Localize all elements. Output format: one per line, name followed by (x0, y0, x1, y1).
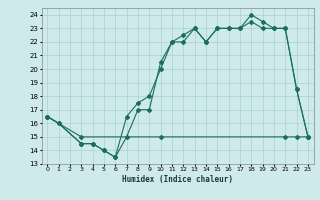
X-axis label: Humidex (Indice chaleur): Humidex (Indice chaleur) (122, 175, 233, 184)
